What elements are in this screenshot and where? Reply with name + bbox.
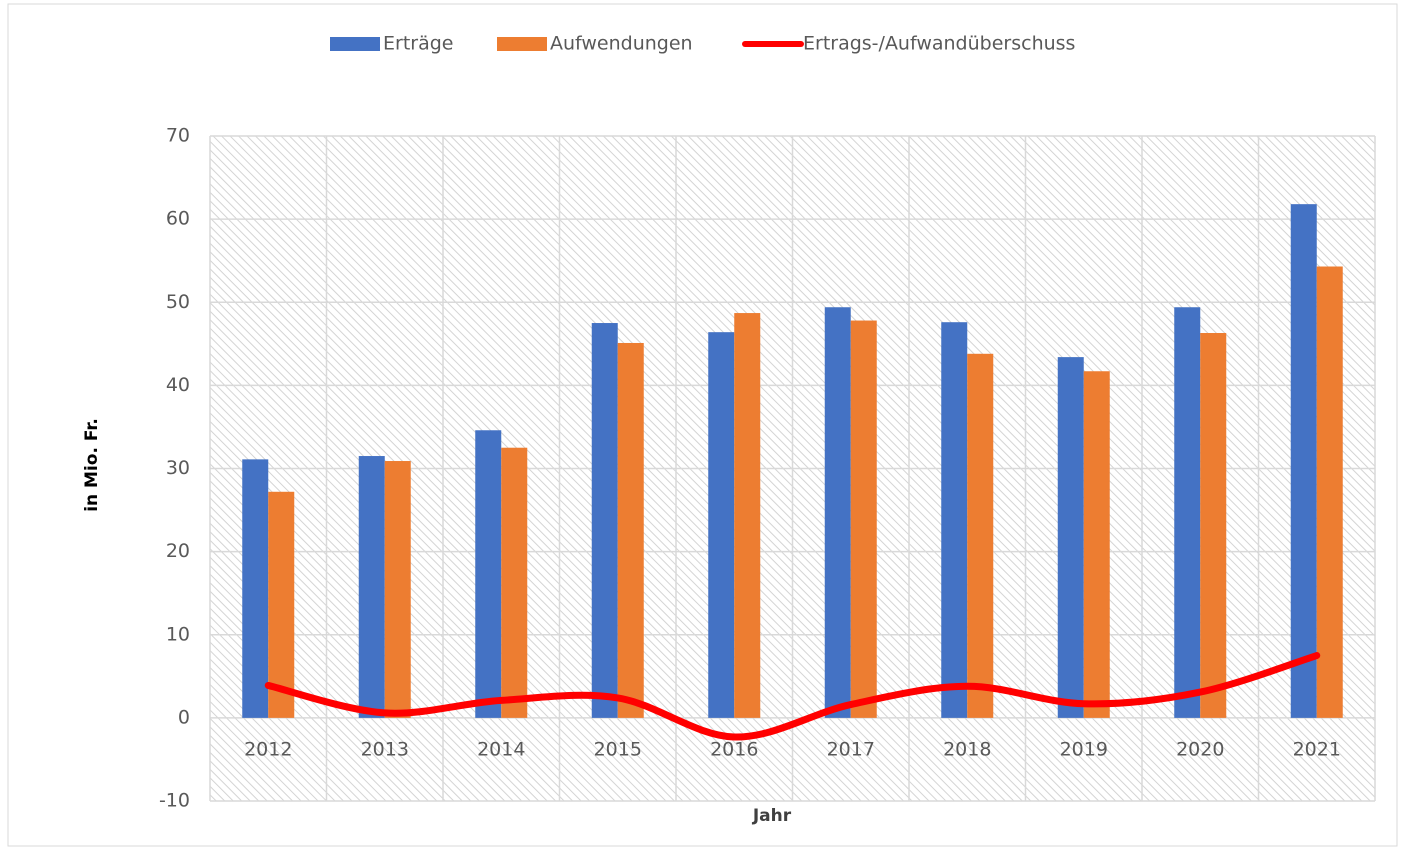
y-tick-label: 10: [166, 623, 190, 645]
bar: [1290, 204, 1317, 718]
y-tick-label: 50: [166, 291, 190, 313]
bar: [850, 320, 877, 718]
bar: [1200, 333, 1227, 718]
bar: [358, 456, 385, 718]
bar: [824, 307, 851, 718]
legend-swatch: [330, 37, 380, 51]
x-tick-label: 2020: [1176, 738, 1224, 760]
bar: [734, 313, 761, 718]
line: [264, 652, 1321, 741]
y-tick-label: -10: [159, 790, 190, 812]
y-tick-label: 70: [166, 125, 190, 147]
y-tick-label: 60: [166, 208, 190, 230]
bar: [1057, 357, 1084, 718]
y-tick-label: 20: [166, 540, 190, 562]
legend-swatch: [497, 37, 547, 51]
x-tick-label: 2018: [943, 738, 991, 760]
bar: [591, 323, 618, 718]
y-axis-label: in Mio. Fr.: [82, 418, 102, 512]
bar: [708, 332, 735, 718]
x-tick-label: 2016: [710, 738, 758, 760]
y-tick-label: 30: [166, 457, 190, 479]
bar: [617, 342, 644, 718]
legend-label: Ertrags-/Aufwandüberschuss: [803, 33, 1075, 55]
y-tick-label: 0: [178, 706, 190, 728]
bar: [501, 447, 528, 718]
x-tick-label: 2014: [477, 738, 525, 760]
x-tick-label: 2013: [361, 738, 409, 760]
x-tick-label: 2021: [1293, 738, 1341, 760]
bar: [384, 461, 411, 718]
bar: [1174, 307, 1201, 718]
bar: [1083, 371, 1110, 718]
legend-label: Erträge: [383, 33, 453, 55]
bar: [941, 322, 968, 718]
x-tick-label: 2019: [1060, 738, 1108, 760]
bar: [268, 491, 295, 718]
bar: [475, 430, 502, 718]
x-tick-label: 2017: [827, 738, 875, 760]
x-axis-label: Jahr: [752, 806, 792, 826]
x-tick-label: 2015: [594, 738, 642, 760]
bar: [967, 353, 994, 718]
y-tick-label: 40: [166, 374, 190, 396]
x-tick-label: 2012: [244, 738, 292, 760]
bar: [1316, 266, 1343, 718]
bar: [242, 459, 269, 718]
legend-label: Aufwendungen: [550, 33, 693, 55]
